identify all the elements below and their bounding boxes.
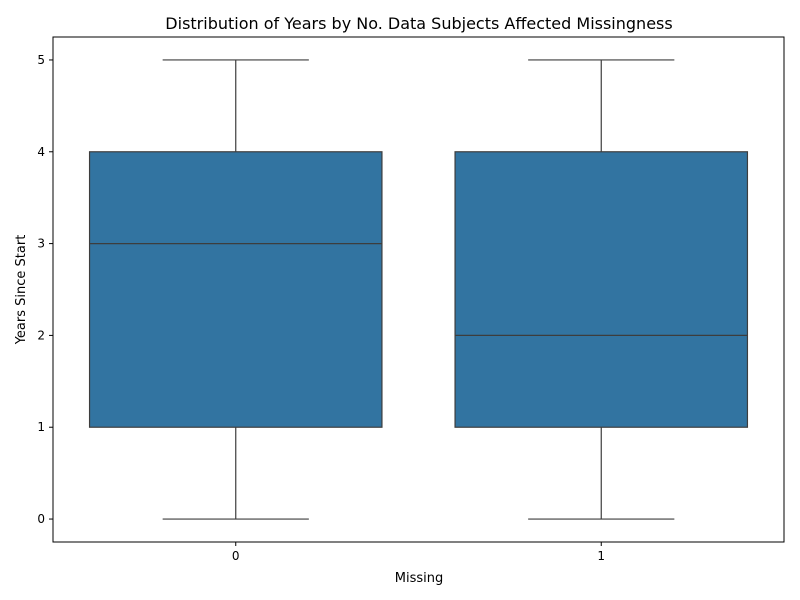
axes-frame — [52, 36, 785, 543]
y-axis-ticks: 0 1 2 3 4 5 — [37, 53, 53, 526]
y-tick-label: 4 — [37, 145, 45, 159]
y-tick-label: 3 — [37, 237, 45, 251]
y-axis-label: Years Since Start — [14, 235, 29, 346]
x-tick-label: 0 — [232, 549, 240, 563]
plot-area — [88, 59, 749, 520]
box-group-0 — [88, 59, 383, 520]
y-tick-label: 0 — [37, 512, 45, 526]
chart-title: Distribution of Years by No. Data Subjec… — [165, 14, 672, 33]
box-group-1 — [454, 59, 749, 520]
y-tick-label: 1 — [37, 420, 45, 434]
box-1 — [454, 151, 749, 428]
x-axis-label: Missing — [395, 571, 443, 586]
x-tick-label: 1 — [597, 549, 605, 563]
box-0 — [88, 151, 383, 428]
y-tick-label: 2 — [37, 328, 45, 342]
y-tick-label: 5 — [37, 53, 45, 67]
